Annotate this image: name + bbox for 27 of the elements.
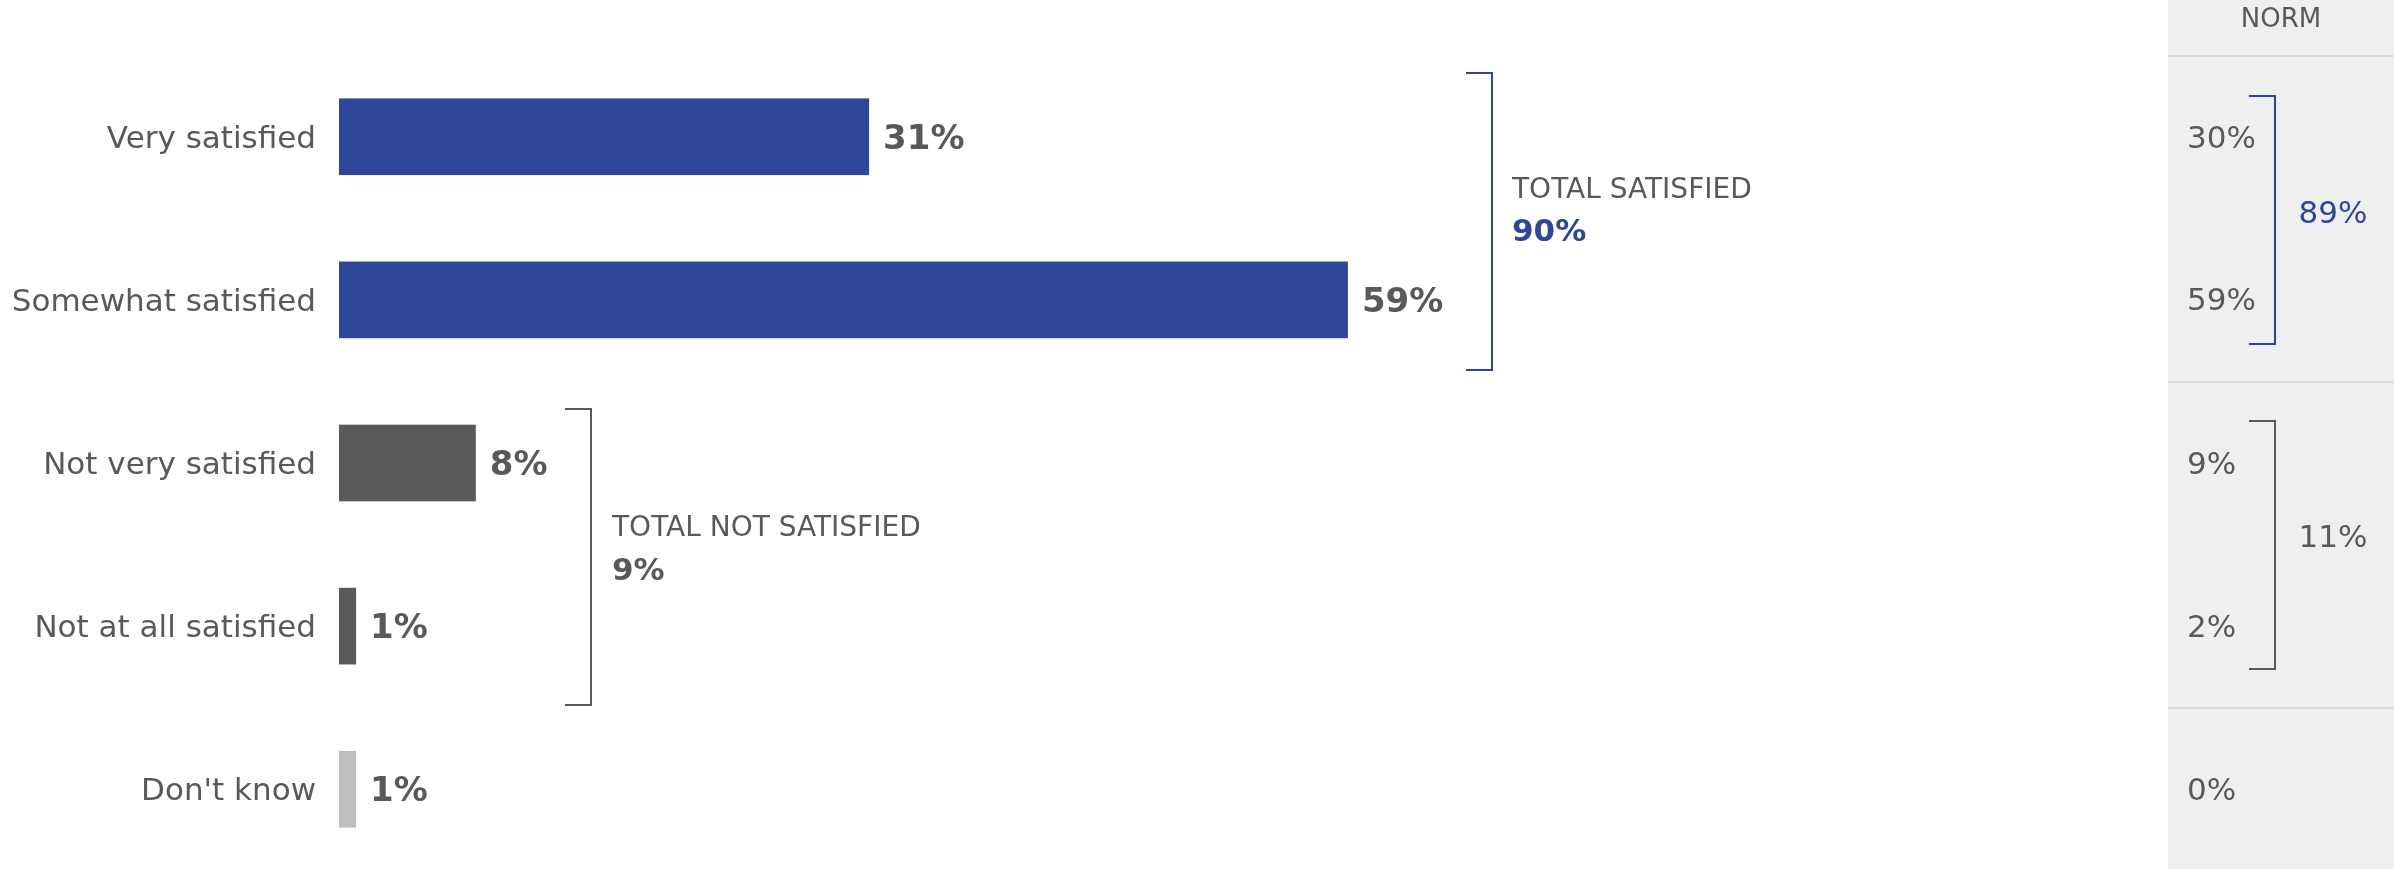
annotation: TOTAL NOT SATISFIED (611, 510, 921, 543)
y-tick-label: Not at all satisfied (34, 607, 316, 644)
data-label: 59% (1361, 279, 1444, 320)
text: 59% (2187, 280, 2256, 317)
text: 2% (2187, 607, 2237, 644)
bar (339, 750, 357, 828)
text: 89% (2298, 193, 2368, 230)
text: 30% (2187, 118, 2256, 155)
text: NORM (2240, 3, 2322, 33)
y-tick-label: Very satisfied (106, 118, 316, 155)
y-tick-label: Not very satisfied (43, 444, 316, 481)
bar (339, 587, 357, 665)
y-tick-label: Don't know (141, 771, 316, 808)
text: 0% (2187, 770, 2237, 807)
bar (339, 261, 1348, 339)
data-label: 1% (370, 769, 428, 810)
y-tick-label: Somewhat satisfied (11, 281, 316, 318)
bar (339, 98, 870, 176)
text: 9% (2187, 444, 2237, 481)
text: 90% (1512, 212, 1587, 248)
data-label: 1% (370, 606, 428, 647)
text: 11% (2298, 517, 2368, 554)
text: TOTAL SATISFIED (1511, 172, 1752, 205)
annotation: 9% (612, 551, 665, 587)
bar (339, 424, 476, 502)
data-label: 31% (883, 116, 965, 157)
data-label: 8% (489, 442, 548, 483)
